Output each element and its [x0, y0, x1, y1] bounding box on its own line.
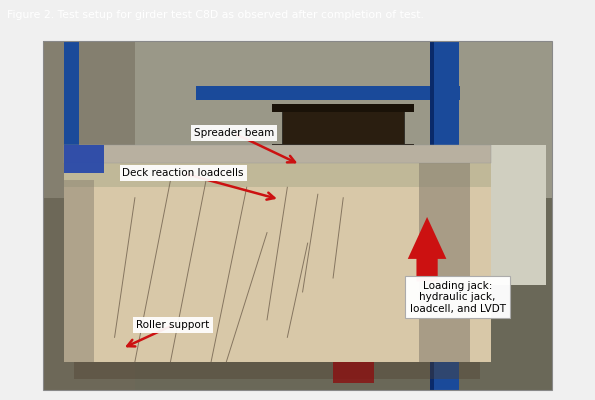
FancyBboxPatch shape	[64, 180, 94, 362]
FancyBboxPatch shape	[460, 146, 546, 285]
FancyBboxPatch shape	[43, 41, 552, 198]
FancyBboxPatch shape	[272, 104, 414, 112]
FancyBboxPatch shape	[64, 180, 491, 362]
FancyBboxPatch shape	[430, 41, 459, 390]
FancyBboxPatch shape	[64, 152, 491, 187]
FancyBboxPatch shape	[430, 41, 434, 390]
FancyBboxPatch shape	[64, 146, 104, 173]
FancyBboxPatch shape	[74, 358, 480, 379]
Polygon shape	[408, 217, 446, 282]
FancyBboxPatch shape	[333, 358, 374, 383]
Text: Spreader beam: Spreader beam	[194, 128, 274, 138]
Text: Roller support: Roller support	[136, 320, 209, 330]
FancyBboxPatch shape	[43, 198, 552, 390]
FancyBboxPatch shape	[419, 163, 470, 362]
FancyBboxPatch shape	[196, 86, 460, 100]
Text: Loading jack:
hydraulic jack,
loadcell, and LVDT: Loading jack: hydraulic jack, loadcell, …	[409, 280, 506, 314]
Text: Figure 2. Test setup for girder test C8D as observed after completion of test.: Figure 2. Test setup for girder test C8D…	[7, 10, 424, 20]
FancyBboxPatch shape	[43, 41, 135, 390]
FancyBboxPatch shape	[272, 144, 414, 152]
FancyBboxPatch shape	[64, 41, 79, 180]
FancyBboxPatch shape	[282, 104, 404, 152]
Text: Deck reaction loadcells: Deck reaction loadcells	[123, 168, 244, 178]
FancyBboxPatch shape	[64, 146, 491, 163]
